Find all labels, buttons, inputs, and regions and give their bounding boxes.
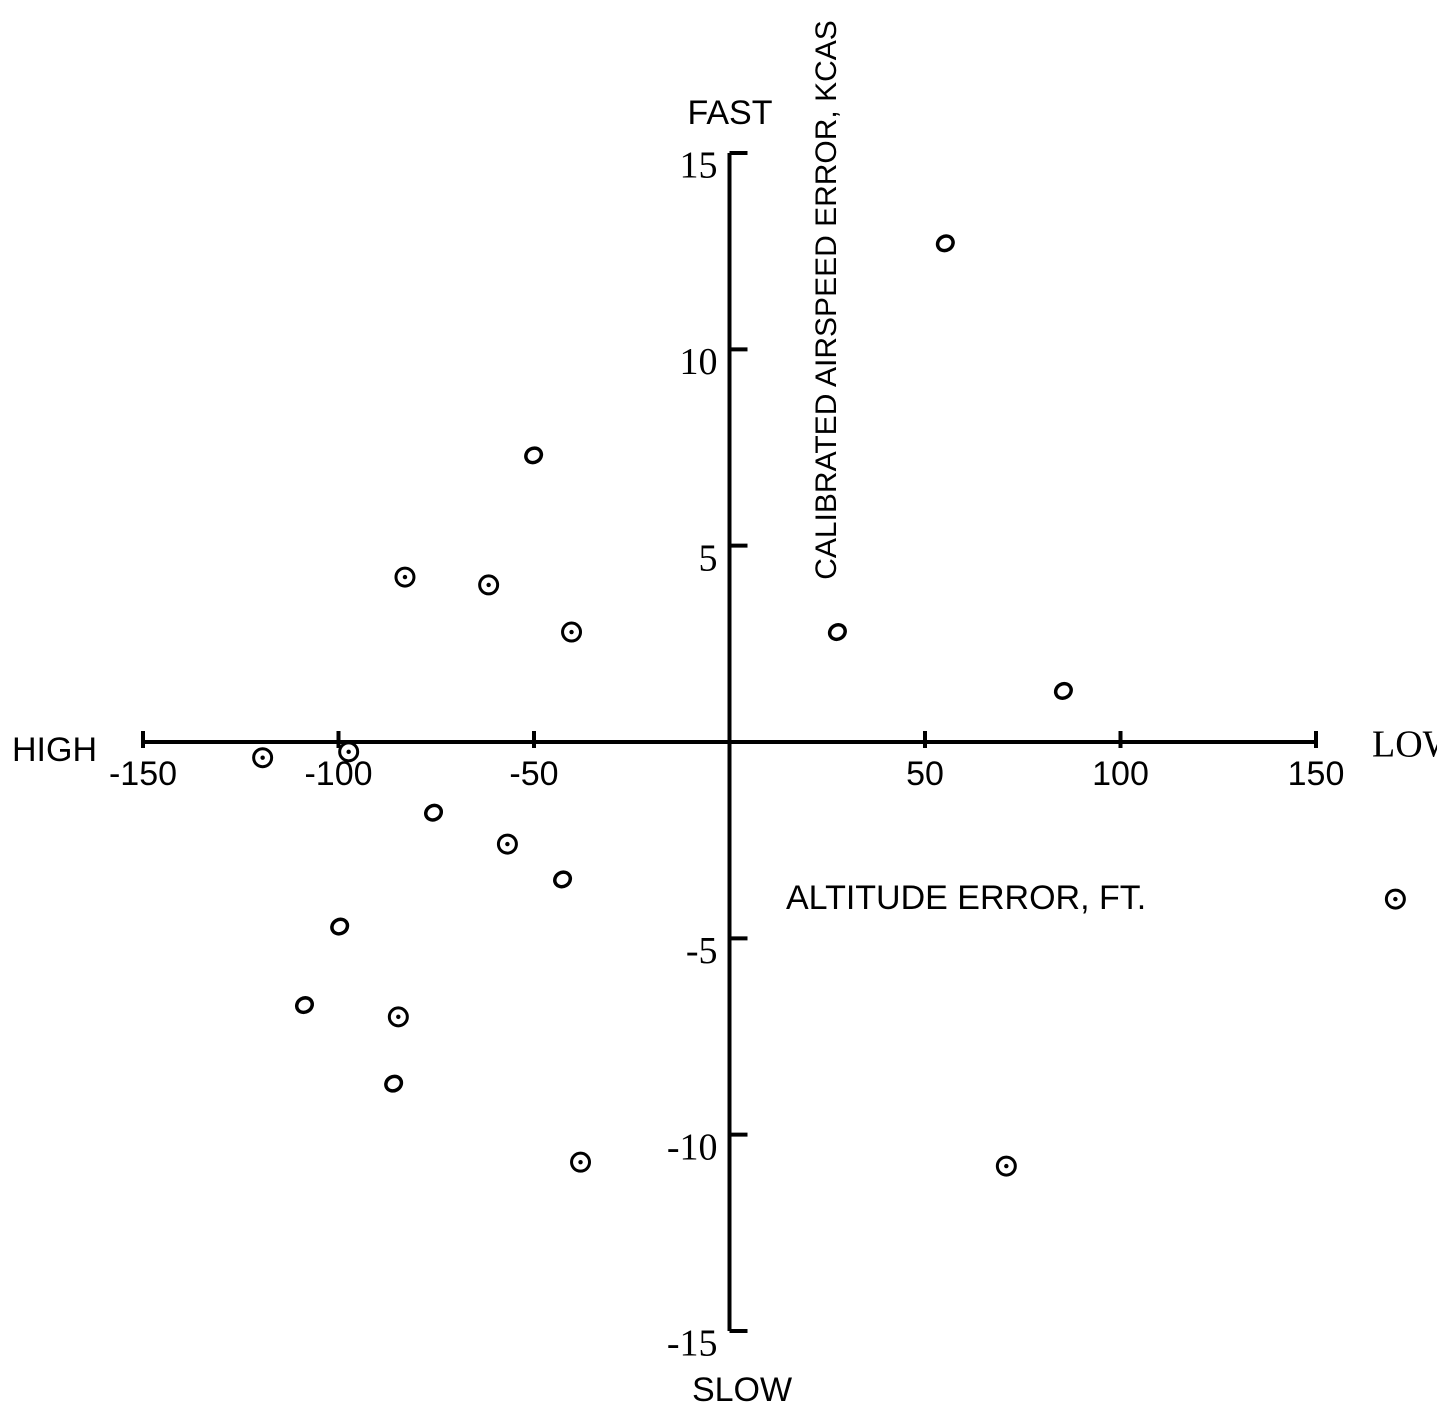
point-dot [578,1159,583,1165]
point-dot [486,582,491,588]
point [330,917,350,936]
high-label: HIGH [12,731,97,769]
y-tick-label: -10 [667,1126,718,1168]
y-tick-label: -5 [686,930,718,972]
low-label: LOW [1372,724,1437,766]
x-tick-label: -100 [304,755,372,793]
point [524,446,544,465]
y-tick-label: 15 [680,145,718,187]
point-dot [346,749,351,755]
point [1053,681,1073,700]
point [294,996,314,1015]
y-tick-label: -15 [667,1323,718,1365]
x-tick-label: 100 [1092,755,1149,793]
point [424,803,444,822]
fast-label: FAST [687,94,772,132]
point-dot [505,841,510,847]
point-dot [569,629,574,635]
y-tick-label: 5 [699,537,718,579]
point [935,234,955,253]
x-tick-label: -150 [109,755,177,793]
y-tick-label: 10 [680,341,718,383]
point-dot [396,1014,401,1020]
point [384,1074,404,1093]
x-tick-label: 50 [906,755,944,793]
point-dot [260,755,265,760]
y-axis-label: CALIBRATED AIRSPEED ERROR, KCAS [810,20,843,580]
point [553,870,573,889]
x-axis-label: ALTITUDE ERROR, FT. [786,879,1146,917]
point-dot [1393,896,1398,902]
x-tick-label: 150 [1288,755,1345,793]
point [827,623,847,642]
slow-label: SLOW [692,1371,792,1409]
x-tick-label: -50 [509,755,558,793]
point-dot [1004,1163,1009,1169]
point-dot [402,574,408,580]
